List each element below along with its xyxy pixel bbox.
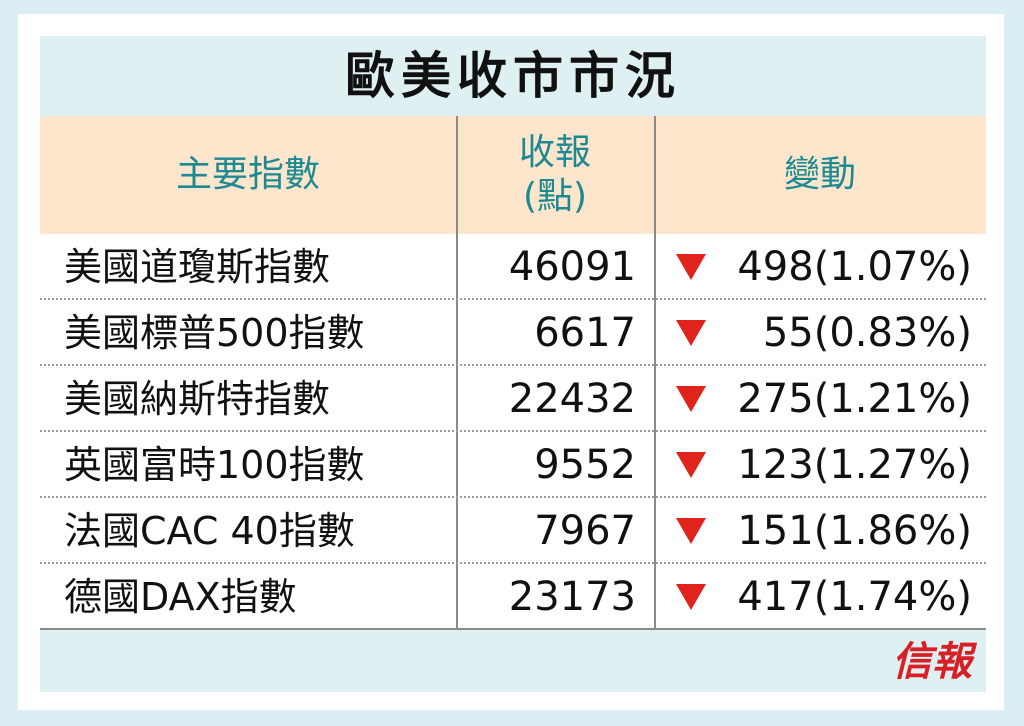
publisher-logo: 信報: [892, 638, 972, 685]
table-body: 美國道瓊斯指數 46091 498(1.07%) 美國標普500指數 6617 …: [40, 234, 986, 630]
table-row: 美國納斯特指數 22432 275(1.21%): [40, 366, 986, 432]
down-triangle-icon: [676, 584, 706, 610]
table-row: 法國CAC 40指數 7967 151(1.86%): [40, 498, 986, 564]
down-triangle-icon: [676, 452, 706, 478]
row-close-value: 23173: [508, 574, 636, 620]
title-band: 歐美收市市況: [40, 36, 986, 116]
header-close-line1: 收報: [518, 132, 591, 173]
down-triangle-icon: [676, 518, 706, 544]
row-index-name: 英國富時100指數: [64, 443, 365, 487]
table-row: 美國道瓊斯指數 46091 498(1.07%): [40, 234, 986, 300]
table-header: 主要指數 收報 (點) 變動: [40, 116, 986, 234]
row-close-value: 7967: [534, 508, 636, 554]
header-change: 變動: [783, 154, 856, 195]
row-change-value: 275(1.21%): [737, 376, 972, 422]
column-divider-2: [654, 116, 656, 630]
row-change-value: 55(0.83%): [762, 310, 972, 356]
row-index-name: 德國DAX指數: [64, 575, 297, 619]
table-row: 美國標普500指數 6617 55(0.83%): [40, 300, 986, 366]
footer-band: 信報: [40, 630, 986, 692]
row-change-value: 498(1.07%): [737, 244, 972, 290]
column-divider-1: [456, 116, 458, 630]
table-row: 英國富時100指數 9552 123(1.27%): [40, 432, 986, 498]
table-row: 德國DAX指數 23173 417(1.74%): [40, 564, 986, 630]
row-index-name: 美國道瓊斯指數: [64, 245, 331, 289]
header-close-line2: (點): [522, 176, 588, 217]
row-close-value: 46091: [508, 244, 636, 290]
row-change-value: 151(1.86%): [737, 508, 972, 554]
row-index-name: 美國標普500指數: [64, 311, 365, 355]
row-close-value: 22432: [508, 376, 636, 422]
header-index: 主要指數: [175, 154, 320, 195]
row-change-value: 417(1.74%): [737, 574, 972, 620]
header-close: 收報 (點): [456, 116, 654, 234]
row-close-value: 6617: [534, 310, 636, 356]
down-triangle-icon: [676, 254, 706, 280]
down-triangle-icon: [676, 386, 706, 412]
row-index-name: 美國納斯特指數: [64, 377, 331, 421]
row-index-name: 法國CAC 40指數: [64, 509, 355, 553]
row-close-value: 9552: [534, 442, 636, 488]
page-title: 歐美收市市況: [345, 47, 681, 105]
row-change-value: 123(1.27%): [737, 442, 972, 488]
down-triangle-icon: [676, 320, 706, 346]
